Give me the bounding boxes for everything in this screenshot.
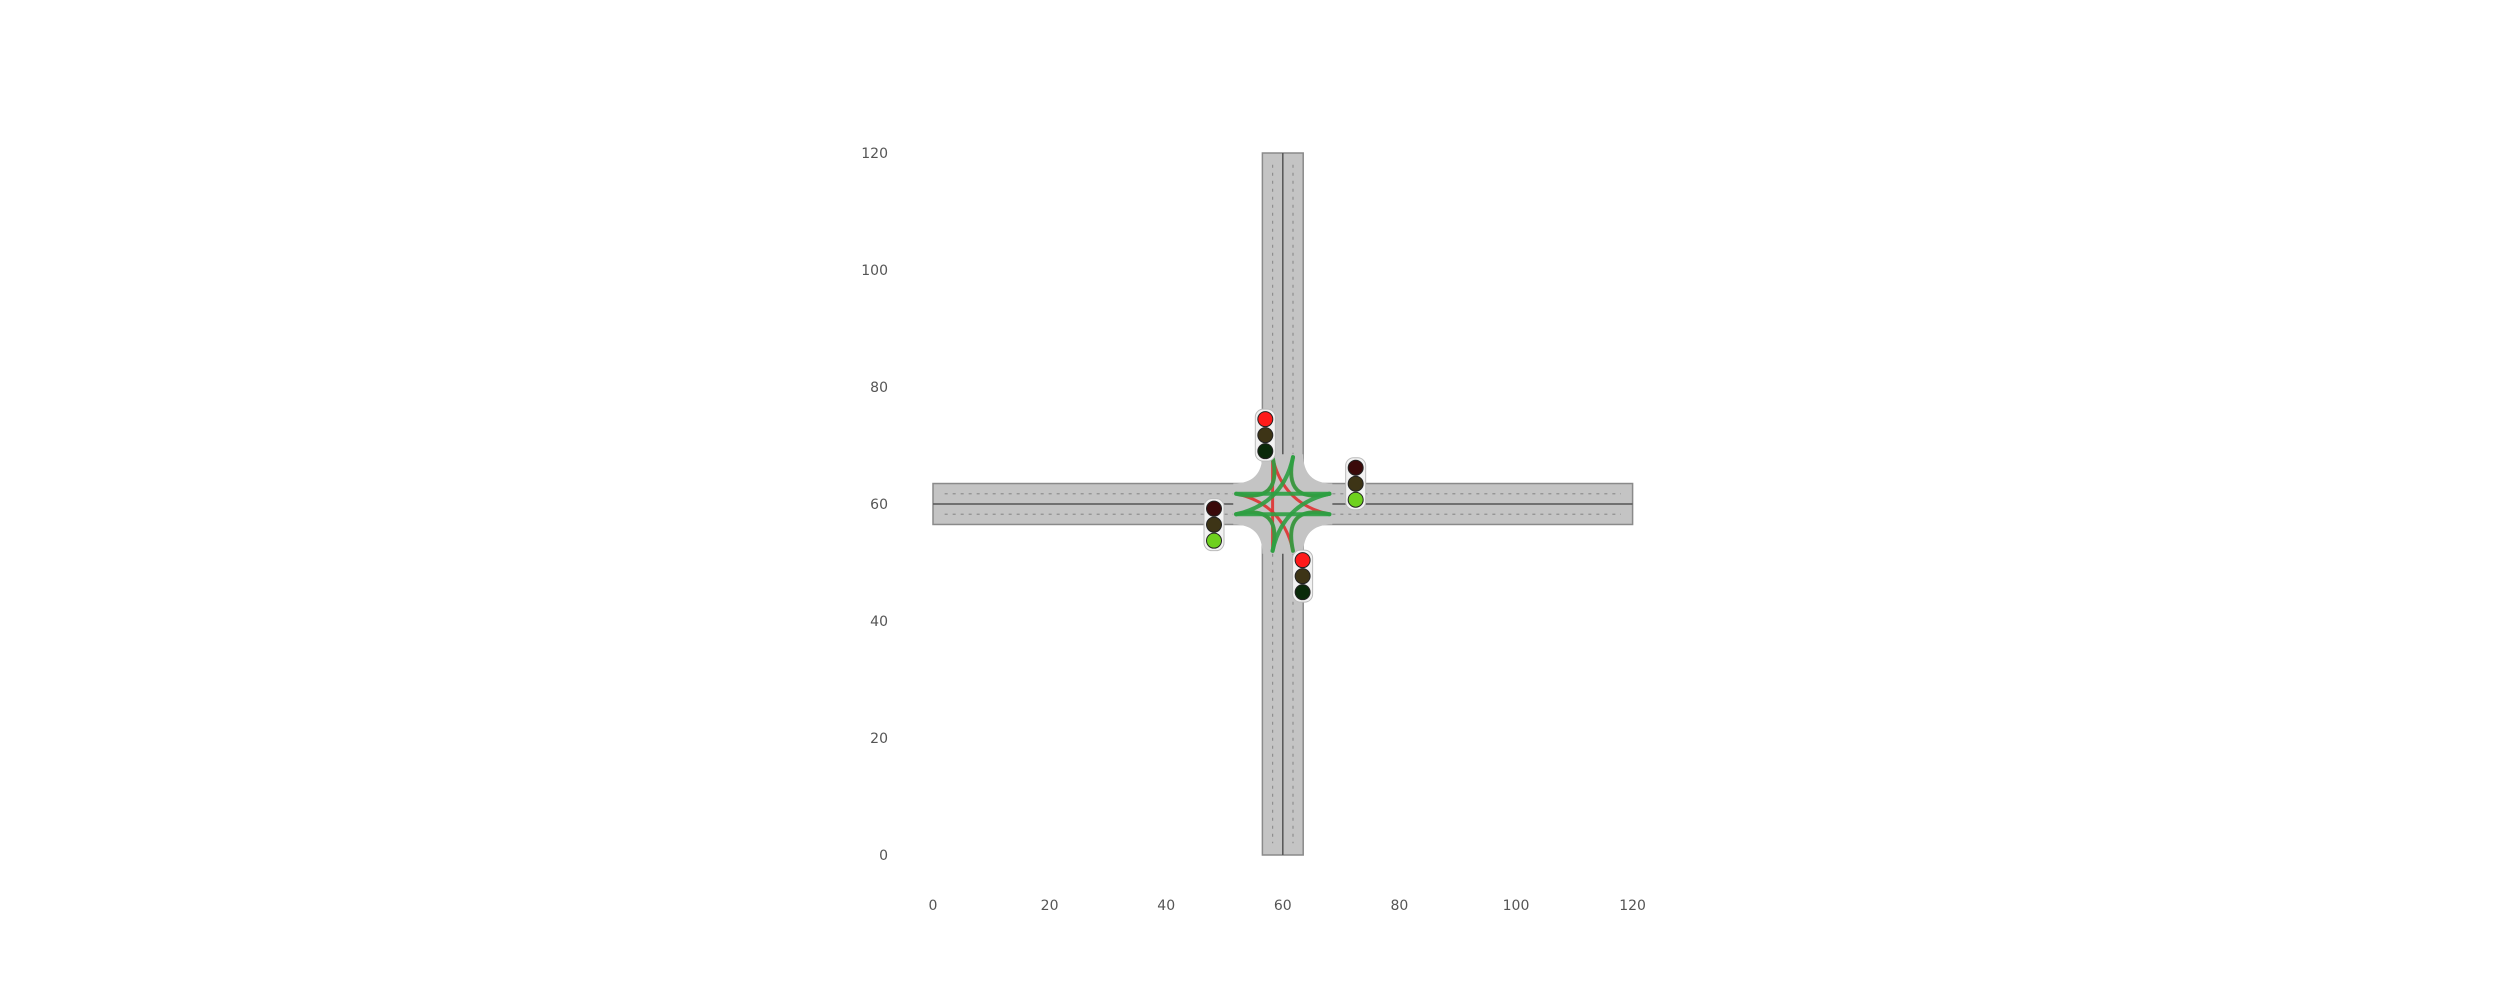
y-tick-label: 40 <box>870 614 888 630</box>
road-network <box>932 152 1634 856</box>
red-lamp-icon <box>1206 500 1223 517</box>
yellow-lamp-icon <box>1257 427 1274 444</box>
traffic-lights <box>1203 408 1367 603</box>
yellow-lamp-icon <box>1347 475 1364 492</box>
y-tick-label: 80 <box>870 380 888 396</box>
y-axis-ticks: 0 20 40 60 80 100 120 <box>861 146 888 864</box>
traffic-light-east <box>1345 457 1367 511</box>
y-tick-label: 20 <box>870 731 888 747</box>
traffic-light-south <box>1292 549 1314 603</box>
x-tick-label: 120 <box>1619 898 1646 914</box>
y-tick-label: 0 <box>879 848 888 864</box>
green-lamp-icon <box>1257 443 1274 460</box>
traffic-light-north <box>1254 408 1276 462</box>
traffic-light-west <box>1203 498 1225 552</box>
x-tick-label: 80 <box>1390 898 1408 914</box>
x-tick-label: 40 <box>1157 898 1175 914</box>
x-tick-label: 0 <box>929 898 938 914</box>
red-lamp-icon <box>1257 411 1274 428</box>
x-tick-label: 60 <box>1274 898 1292 914</box>
turning-paths <box>1234 455 1332 553</box>
y-tick-label: 60 <box>870 497 888 513</box>
y-tick-label: 100 <box>861 263 888 279</box>
y-tick-label: 120 <box>861 146 888 162</box>
x-tick-label: 100 <box>1503 898 1530 914</box>
yellow-lamp-icon <box>1294 568 1311 585</box>
red-lamp-icon <box>1294 552 1311 569</box>
plot-axes: 0 20 40 60 80 100 120 0 20 40 60 80 100 … <box>861 146 1646 914</box>
green-lamp-icon <box>1206 532 1223 549</box>
x-tick-label: 20 <box>1041 898 1059 914</box>
yellow-lamp-icon <box>1206 516 1223 533</box>
red-lamp-icon <box>1347 459 1364 476</box>
x-axis-ticks: 0 20 40 60 80 100 120 <box>929 898 1646 914</box>
green-lamp-icon <box>1294 584 1311 601</box>
green-lamp-icon <box>1347 491 1364 508</box>
